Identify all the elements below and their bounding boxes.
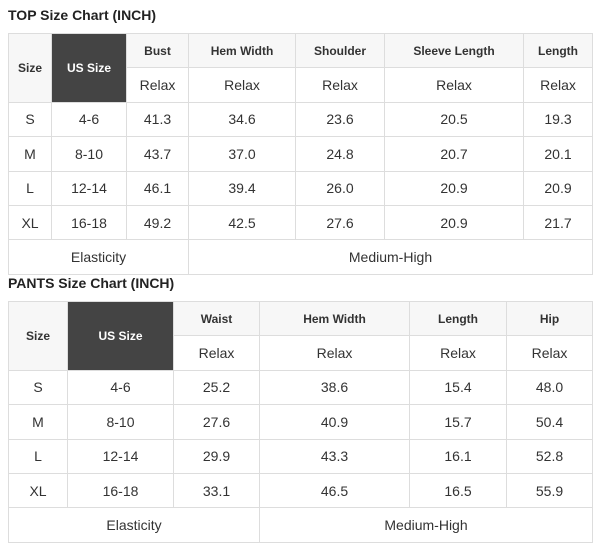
size-header: Size [8, 301, 68, 371]
measurement-cell: 20.7 [384, 136, 524, 172]
measurement-cell: 50.4 [506, 404, 593, 440]
measurement-cell: 21.7 [523, 204, 593, 241]
size-cell: S [8, 101, 52, 138]
table-row: M 8-10 27.6 40.9 15.7 50.4 [8, 404, 593, 440]
pants-chart-title: PANTS Size Chart (INCH) [8, 275, 175, 291]
us-size-cell: 16-18 [51, 204, 127, 241]
column-header: Bust [126, 32, 189, 69]
measurement-cell: 15.7 [409, 404, 507, 440]
top-size-table: Size US Size Bust Hem Width Shoulder Sleeve L… [8, 32, 593, 275]
us-size-cell: 8-10 [67, 404, 174, 440]
measurement-cell: 27.6 [173, 404, 260, 440]
pants-size-table: Size US Size Waist Hem Width Length Hip Relax R… [8, 300, 593, 543]
measurement-cell: 20.5 [384, 101, 524, 138]
table-row: XL 16-18 49.2 42.5 27.6 20.9 21.7 [8, 204, 593, 241]
measurement-cell: 39.4 [188, 170, 296, 206]
column-header: Waist [173, 300, 260, 337]
table-row: L 12-14 46.1 39.4 26.0 20.9 20.9 [8, 170, 593, 206]
measurement-cell: 25.2 [173, 369, 260, 406]
elasticity-value: Medium-High [259, 507, 593, 543]
measurement-cell: 55.9 [506, 472, 593, 509]
top-chart-title: TOP Size Chart (INCH) [8, 7, 157, 23]
us-size-cell: 12-14 [51, 170, 127, 206]
column-header: Length [409, 300, 507, 337]
measurement-cell: 33.1 [173, 472, 260, 509]
fit-cell: Relax [173, 335, 260, 371]
table-row: XL 16-18 33.1 46.5 16.5 55.9 [8, 472, 593, 509]
size-cell: M [8, 404, 68, 440]
measurement-cell: 34.6 [188, 101, 296, 138]
size-cell: S [8, 369, 68, 406]
us-size-cell: 8-10 [51, 136, 127, 172]
column-header: Shoulder [295, 32, 385, 69]
fit-cell: Relax [384, 67, 524, 103]
size-cell: L [8, 170, 52, 206]
column-header: Hem Width [188, 32, 296, 69]
measurement-cell: 49.2 [126, 204, 189, 241]
measurement-cell: 37.0 [188, 136, 296, 172]
measurement-cell: 42.5 [188, 204, 296, 241]
measurement-cell: 19.3 [523, 101, 593, 138]
elasticity-value: Medium-High [188, 239, 593, 275]
us-size-cell: 12-14 [67, 438, 174, 474]
measurement-cell: 20.9 [523, 170, 593, 206]
measurement-cell: 41.3 [126, 101, 189, 138]
header-row: Size US Size Bust Hem Width Shoulder Sleeve L… [8, 32, 593, 103]
header-row: Size US Size Waist Hem Width Length Hip [8, 300, 593, 371]
size-cell: L [8, 438, 68, 474]
measurement-cell: 15.4 [409, 369, 507, 406]
column-header: Hem Width [259, 300, 410, 337]
table-row: S 4-6 41.3 34.6 23.6 20.5 19.3 [8, 101, 593, 138]
us-size-cell: 16-18 [67, 472, 174, 509]
us-size-cell: 4-6 [51, 101, 127, 138]
column-header: Length [523, 32, 593, 69]
us-size-cell: 4-6 [67, 369, 174, 406]
size-cell: XL [8, 472, 68, 509]
measurement-cell: 23.6 [295, 101, 385, 138]
fit-cell: Relax [126, 67, 189, 103]
fit-cell: Relax [409, 335, 507, 371]
measurement-cell: 38.6 [259, 369, 410, 406]
column-header: Hip [506, 300, 593, 337]
fit-cell: Relax [506, 335, 593, 371]
measurement-cell: 16.5 [409, 472, 507, 509]
table-row: S 4-6 25.2 38.6 15.4 48.0 [8, 369, 593, 406]
fit-row: Relax Relax Relax Relax [9, 335, 593, 371]
table-row: M 8-10 43.7 37.0 24.8 20.7 20.1 [8, 136, 593, 172]
measurement-cell: 24.8 [295, 136, 385, 172]
measurement-cell: 40.9 [259, 404, 410, 440]
elasticity-label: Elasticity [8, 239, 189, 275]
measurement-cell: 43.3 [259, 438, 410, 474]
fit-cell: Relax [523, 67, 593, 103]
measurement-cell: 46.5 [259, 472, 410, 509]
measurement-cell: 48.0 [506, 369, 593, 406]
size-cell: M [8, 136, 52, 172]
fit-cell: Relax [188, 67, 296, 103]
fit-cell: Relax [295, 67, 385, 103]
elasticity-row: Elasticity Medium-High [8, 507, 593, 543]
size-header: Size [8, 33, 52, 103]
measurement-cell: 20.1 [523, 136, 593, 172]
table-row: L 12-14 29.9 43.3 16.1 52.8 [8, 438, 593, 474]
measurement-cell: 16.1 [409, 438, 507, 474]
measurement-cell: 26.0 [295, 170, 385, 206]
measurement-cell: 20.9 [384, 204, 524, 241]
fit-cell: Relax [259, 335, 410, 371]
size-cell: XL [8, 204, 52, 241]
measurement-cell: 46.1 [126, 170, 189, 206]
fit-row: Relax Relax Relax Relax Relax [9, 67, 593, 103]
column-header: Sleeve Length [384, 32, 524, 69]
measurement-cell: 43.7 [126, 136, 189, 172]
elasticity-label: Elasticity [8, 507, 260, 543]
us-size-header: US Size [51, 33, 127, 103]
measurement-cell: 29.9 [173, 438, 260, 474]
measurement-cell: 27.6 [295, 204, 385, 241]
elasticity-row: Elasticity Medium-High [8, 239, 593, 275]
us-size-header: US Size [67, 301, 174, 371]
measurement-cell: 52.8 [506, 438, 593, 474]
measurement-cell: 20.9 [384, 170, 524, 206]
